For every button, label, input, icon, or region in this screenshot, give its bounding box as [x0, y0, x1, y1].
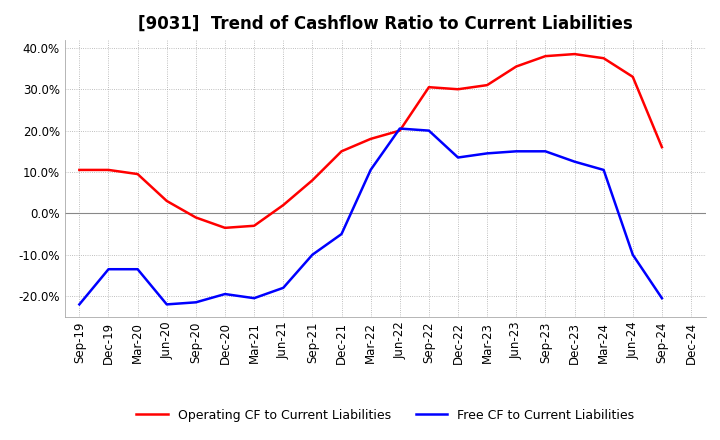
- Operating CF to Current Liabilities: [454, 87, 462, 92]
- Free CF to Current Liabilities: [366, 167, 375, 172]
- Legend: Operating CF to Current Liabilities, Free CF to Current Liabilities: Operating CF to Current Liabilities, Fre…: [131, 404, 639, 427]
- Free CF to Current Liabilities: [75, 302, 84, 307]
- Operating CF to Current Liabilities: [337, 149, 346, 154]
- Operating CF to Current Liabilities: [657, 144, 666, 150]
- Free CF to Current Liabilities: [192, 300, 200, 305]
- Free CF to Current Liabilities: [541, 149, 550, 154]
- Operating CF to Current Liabilities: [279, 202, 287, 208]
- Operating CF to Current Liabilities: [599, 55, 608, 61]
- Operating CF to Current Liabilities: [366, 136, 375, 142]
- Operating CF to Current Liabilities: [541, 54, 550, 59]
- Free CF to Current Liabilities: [220, 291, 229, 297]
- Free CF to Current Liabilities: [308, 252, 317, 257]
- Free CF to Current Liabilities: [657, 296, 666, 301]
- Free CF to Current Liabilities: [279, 285, 287, 290]
- Free CF to Current Liabilities: [104, 267, 113, 272]
- Operating CF to Current Liabilities: [250, 223, 258, 228]
- Free CF to Current Liabilities: [454, 155, 462, 160]
- Free CF to Current Liabilities: [629, 252, 637, 257]
- Operating CF to Current Liabilities: [629, 74, 637, 80]
- Operating CF to Current Liabilities: [570, 51, 579, 57]
- Free CF to Current Liabilities: [337, 231, 346, 237]
- Operating CF to Current Liabilities: [133, 172, 142, 177]
- Operating CF to Current Liabilities: [104, 167, 113, 172]
- Free CF to Current Liabilities: [250, 296, 258, 301]
- Free CF to Current Liabilities: [599, 167, 608, 172]
- Free CF to Current Liabilities: [163, 302, 171, 307]
- Operating CF to Current Liabilities: [220, 225, 229, 231]
- Operating CF to Current Liabilities: [163, 198, 171, 204]
- Free CF to Current Liabilities: [133, 267, 142, 272]
- Operating CF to Current Liabilities: [483, 82, 492, 88]
- Free CF to Current Liabilities: [483, 151, 492, 156]
- Operating CF to Current Liabilities: [192, 215, 200, 220]
- Operating CF to Current Liabilities: [512, 64, 521, 69]
- Operating CF to Current Liabilities: [425, 84, 433, 90]
- Line: Free CF to Current Liabilities: Free CF to Current Liabilities: [79, 128, 662, 304]
- Operating CF to Current Liabilities: [75, 167, 84, 172]
- Operating CF to Current Liabilities: [308, 178, 317, 183]
- Free CF to Current Liabilities: [570, 159, 579, 164]
- Free CF to Current Liabilities: [425, 128, 433, 133]
- Operating CF to Current Liabilities: [395, 128, 404, 133]
- Title: [9031]  Trend of Cashflow Ratio to Current Liabilities: [9031] Trend of Cashflow Ratio to Curren…: [138, 15, 633, 33]
- Free CF to Current Liabilities: [512, 149, 521, 154]
- Free CF to Current Liabilities: [395, 126, 404, 131]
- Line: Operating CF to Current Liabilities: Operating CF to Current Liabilities: [79, 54, 662, 228]
